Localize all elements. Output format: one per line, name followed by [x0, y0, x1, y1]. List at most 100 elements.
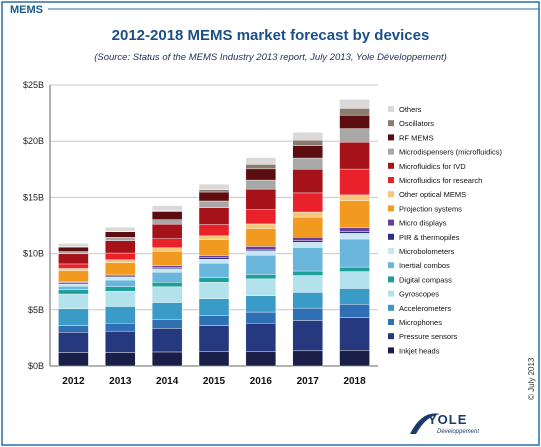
logo-swoosh-icon [410, 413, 440, 434]
bar-segment [292, 320, 323, 352]
bar-segment [245, 255, 277, 275]
bar-segment [292, 192, 323, 213]
legend-swatch [388, 191, 394, 198]
bar-segment [58, 263, 89, 269]
bar-segment [151, 286, 183, 303]
bar-segment [245, 323, 277, 352]
bar-segment [151, 265, 183, 268]
bar-segment [245, 168, 277, 181]
bar-segment [151, 205, 183, 211]
legend-label: Pressure sensors [399, 332, 458, 341]
bar-segment [292, 157, 323, 170]
legend-swatch [388, 219, 394, 226]
bar-segment [339, 317, 370, 351]
legend-label: Other optical MEMS [399, 190, 466, 199]
bar-segment [58, 268, 89, 271]
bar-segment [151, 247, 183, 252]
legend-swatch [388, 276, 394, 283]
bar-segment [105, 323, 136, 332]
bar-segment [339, 108, 370, 116]
bar-segment [105, 277, 136, 281]
legend-label: Microbolometers [399, 247, 455, 256]
bar-segment [151, 302, 183, 320]
bar-segment [339, 200, 370, 228]
legend-swatch [388, 290, 394, 297]
bar-segment [292, 247, 323, 272]
bar-segment [151, 328, 183, 353]
bar-segment [198, 207, 230, 225]
bar-segment [198, 255, 230, 258]
logo-subtitle: Développement [437, 429, 480, 435]
legend-swatch [388, 248, 394, 254]
legend-label: Microfluidics for IVD [399, 162, 466, 171]
legend-label: Micro displays [399, 219, 447, 228]
bar-segment [292, 240, 323, 243]
bar-segment [105, 286, 136, 292]
legend-label: Microfluidics for research [399, 176, 482, 185]
bar-segment [339, 141, 370, 170]
bar-segment [198, 235, 230, 240]
bar-segment [245, 311, 277, 324]
legend-label: Projection systems [399, 204, 462, 213]
bar-segment [105, 240, 136, 254]
y-tick-label: $25B [23, 80, 44, 90]
bar-segment [292, 307, 323, 321]
bar-segment [198, 200, 230, 208]
bar-segment [339, 303, 370, 318]
legend-swatch [388, 162, 394, 169]
bar-segment [105, 237, 136, 241]
bar-segment [105, 252, 136, 260]
bar-segment [292, 216, 323, 238]
bar-segment [198, 325, 230, 352]
x-tick-label: 2014 [156, 376, 179, 387]
legend-label: Inkjet heads [399, 346, 440, 355]
bar-segment [58, 352, 89, 367]
bar-segment [58, 325, 89, 333]
x-tick-label: 2017 [297, 376, 320, 387]
bar-segment [105, 291, 136, 307]
bar-segment [245, 209, 277, 225]
bar-segment [292, 350, 323, 367]
bar-segment [292, 242, 323, 248]
bar-segment [292, 275, 323, 293]
legend-label: Accelerometers [399, 304, 451, 313]
bar-segment [198, 351, 230, 367]
bar-segment [151, 250, 183, 266]
legend-label: Gyroscopes [399, 290, 439, 299]
bar-segment [339, 266, 370, 272]
legend-swatch [388, 148, 394, 155]
legend-swatch [388, 106, 394, 112]
legend-swatch [388, 333, 394, 340]
bar-segment [58, 253, 89, 265]
bar-segment [105, 279, 136, 287]
legend-label: Digital compass [399, 275, 452, 284]
legend-swatch [388, 233, 394, 240]
bar-segment [245, 228, 277, 247]
legend-label: RF MEMS [399, 133, 434, 142]
y-tick-label: $15B [23, 192, 44, 202]
bar-segment [245, 351, 277, 367]
legend-swatch [388, 304, 394, 311]
copyright-text: © July 2013 [527, 357, 536, 400]
bar-segment [339, 114, 370, 129]
bar-segment [151, 219, 183, 225]
bar-segment [151, 351, 183, 367]
bar-segment [58, 285, 89, 290]
bar-segment [151, 282, 183, 287]
bar-segment [105, 262, 136, 276]
legend-label: Inertial combos [399, 261, 450, 270]
bar-segment [339, 350, 370, 367]
y-tick-label: $20B [23, 136, 44, 146]
bar-segment [245, 249, 277, 251]
bar-segment [245, 246, 277, 250]
legend-swatch [388, 347, 394, 354]
bar-segment [292, 292, 323, 309]
bar-segment [198, 191, 230, 202]
x-tick-label: 2012 [62, 376, 85, 387]
bar-segment [292, 139, 323, 146]
legend-label: Microphones [399, 318, 442, 327]
bar-segment [245, 223, 277, 229]
legend-swatch [388, 120, 394, 127]
bar-segment [58, 308, 89, 326]
bar-segment [292, 270, 323, 276]
